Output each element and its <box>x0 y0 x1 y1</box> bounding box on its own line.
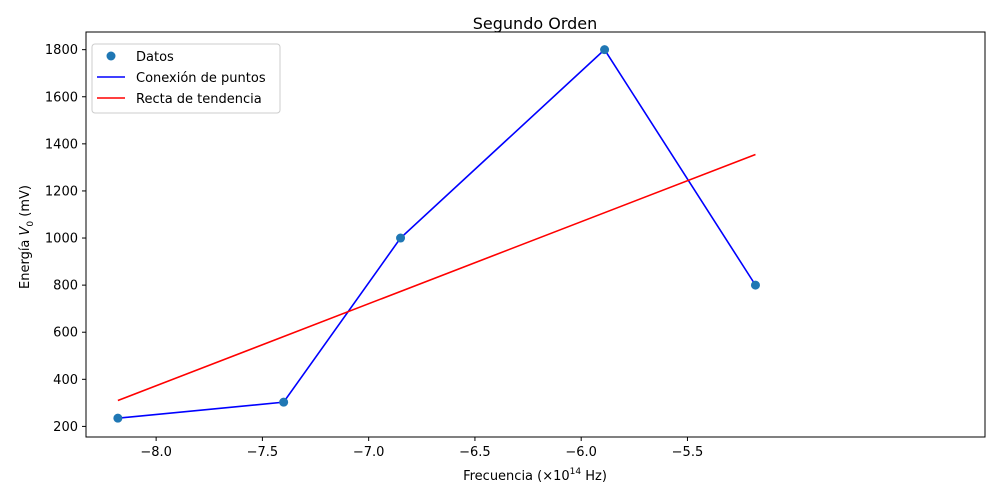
legend-label-conexion: Conexión de puntos <box>136 71 266 86</box>
x-axis-label: Frecuencia (×1014 Hz) <box>463 467 607 484</box>
y-tick-label: 600 <box>53 326 78 341</box>
x-tick-label: −6.5 <box>459 445 491 460</box>
y-tick-label: 1200 <box>45 184 78 199</box>
data-point <box>113 413 123 423</box>
plot-area <box>113 45 760 423</box>
data-point <box>396 233 406 243</box>
legend-label-tendencia: Recta de tendencia <box>136 92 262 107</box>
x-tick-label: −6.0 <box>565 445 597 460</box>
y-axis-label-subscript: 0 <box>26 221 36 227</box>
y-tick-label: 1800 <box>45 43 78 58</box>
legend: Datos Conexión de puntos Recta de tenden… <box>91 43 281 114</box>
chart-title: Segundo Orden <box>473 14 598 33</box>
plot-frame <box>85 31 986 438</box>
legend-marker-datos <box>106 51 116 61</box>
legend-box <box>91 43 281 114</box>
y-axis-label: Energía V0 (mV) <box>18 185 36 289</box>
y-tick-label: 1600 <box>45 90 78 105</box>
legend-label-datos: Datos <box>136 50 174 65</box>
y-tick-label: 1400 <box>45 137 78 152</box>
y-tick-label: 200 <box>53 420 78 435</box>
y-axis: 200 400 600 800 1000 1200 1400 1600 1800 <box>45 43 86 435</box>
x-tick-label: −5.5 <box>672 445 704 460</box>
data-point <box>600 45 610 55</box>
y-tick-label: 400 <box>53 373 78 388</box>
y-tick-label: 800 <box>53 279 78 294</box>
x-tick-label: −7.5 <box>247 445 279 460</box>
series-line-tendencia <box>117 153 756 402</box>
y-tick-label: 1000 <box>45 232 78 247</box>
data-point <box>279 397 289 407</box>
x-tick-label: −7.0 <box>353 445 385 460</box>
data-point <box>750 280 760 290</box>
x-axis: −8.0 −7.5 −7.0 −6.5 −6.0 −5.5 <box>140 437 703 460</box>
x-tick-label: −8.0 <box>140 445 172 460</box>
x-axis-label-exponent: 14 <box>570 467 582 477</box>
